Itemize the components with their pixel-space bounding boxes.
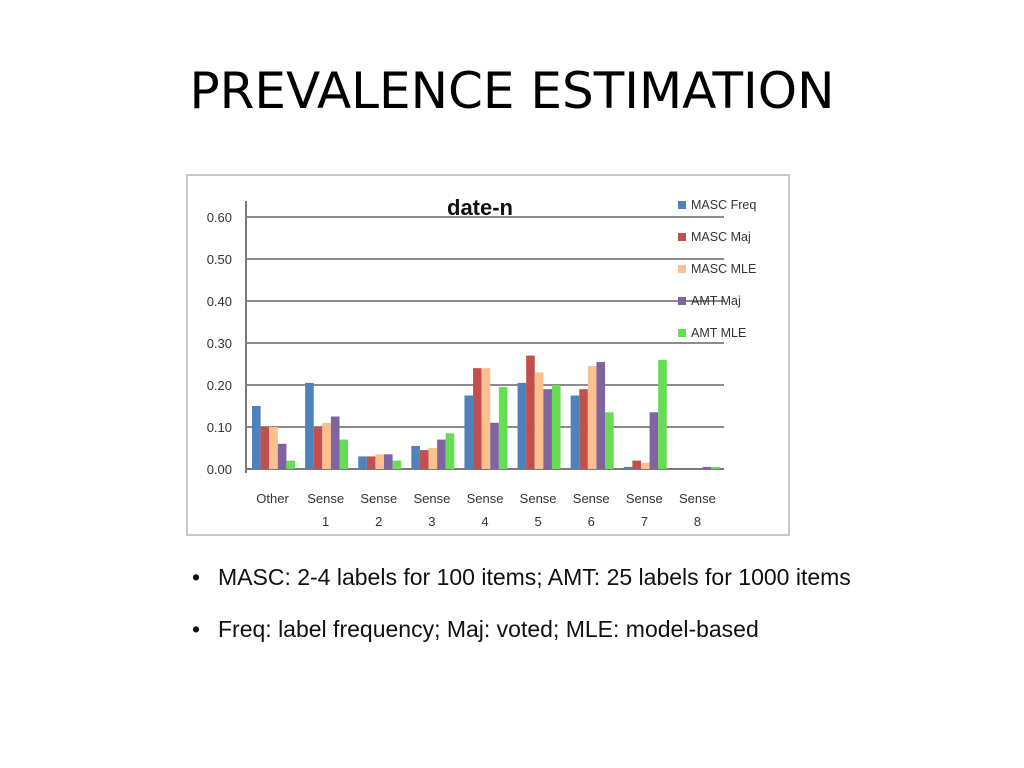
y-tick-label: 0.20 — [207, 378, 232, 393]
bar — [551, 385, 561, 469]
legend-label: MASC Freq — [691, 198, 756, 212]
bar — [313, 427, 323, 469]
y-tick-label: 0.00 — [207, 462, 232, 477]
legend-swatch — [678, 329, 686, 337]
bar — [305, 382, 314, 469]
legend-label: MASC MLE — [691, 262, 756, 276]
bar — [260, 427, 270, 469]
chart-container: 0.00 0.10 0.20 0.30 0.40 0.50 0.60 Other Sense 1 S… — [186, 174, 790, 536]
bar — [366, 456, 376, 469]
bar — [286, 460, 295, 469]
x-tick-label: Sense — [626, 491, 663, 506]
bar — [411, 445, 420, 469]
bar — [490, 422, 499, 469]
bar — [658, 359, 667, 469]
bar — [498, 387, 508, 469]
bullet-item: • MASC: 2-4 labels for 100 items; AMT: 2… — [190, 560, 1010, 594]
bar — [339, 439, 349, 469]
bar — [375, 454, 385, 469]
legend-label: AMT MLE — [691, 326, 746, 340]
legend-swatch — [678, 233, 686, 241]
bar — [269, 427, 278, 469]
x-tick-label: Sense — [520, 491, 557, 506]
x-tick-label: 8 — [694, 514, 701, 529]
y-tick-label: 0.60 — [207, 210, 232, 225]
x-tick-label: 6 — [588, 514, 595, 529]
bar-chart: 0.00 0.10 0.20 0.30 0.40 0.50 0.60 Other Sense 1 S… — [207, 195, 757, 529]
bar — [252, 406, 261, 469]
bar — [623, 466, 633, 469]
y-tick-label: 0.50 — [207, 252, 232, 267]
bar — [464, 395, 474, 469]
bar — [711, 466, 720, 469]
x-tick-label: Sense — [360, 491, 397, 506]
legend-swatch — [678, 201, 686, 209]
bullet-text: MASC: 2-4 labels for 100 items; AMT: 25 … — [218, 564, 851, 590]
bullet-dot: • — [192, 616, 201, 642]
legend-swatch — [678, 297, 686, 305]
x-tick-label: Sense — [573, 491, 610, 506]
bar — [437, 439, 446, 469]
bar — [596, 361, 606, 469]
bar — [428, 448, 438, 469]
legend-label: AMT Maj — [691, 294, 741, 308]
chart-title: date-n — [447, 195, 513, 220]
bar — [384, 454, 393, 469]
bar — [587, 366, 597, 469]
bar — [473, 368, 482, 469]
x-tick-label: Sense — [679, 491, 716, 506]
bar — [702, 466, 712, 469]
bar — [445, 433, 455, 469]
bar — [322, 422, 331, 469]
bar — [358, 456, 367, 469]
bullet-text: Freq: label frequency; Maj: voted; MLE: … — [218, 616, 759, 642]
x-tick-label: Other — [256, 491, 289, 506]
bar — [330, 416, 340, 469]
bar — [640, 462, 650, 469]
x-tick-label: Sense — [307, 491, 344, 506]
bar — [392, 460, 402, 469]
bar — [481, 368, 491, 469]
x-tick-label: 7 — [641, 514, 648, 529]
x-tick-label: 4 — [481, 514, 488, 529]
bar — [570, 395, 580, 469]
x-tick-label: 5 — [534, 514, 541, 529]
bar — [534, 372, 544, 469]
bar — [517, 382, 527, 469]
y-tick-label: 0.10 — [207, 420, 232, 435]
bar — [277, 443, 287, 469]
bar — [632, 460, 641, 469]
slide-title: PREVALENCE ESTIMATION — [189, 62, 835, 120]
bullet-list: • MASC: 2-4 labels for 100 items; AMT: 2… — [190, 560, 1010, 664]
legend-label: MASC Maj — [691, 230, 751, 244]
bar — [579, 389, 588, 469]
bar — [605, 412, 614, 469]
legend-swatch — [678, 265, 686, 273]
y-tick-label: 0.30 — [207, 336, 232, 351]
bar — [649, 412, 659, 469]
bullet-item: • Freq: label frequency; Maj: voted; MLE… — [190, 612, 1010, 646]
x-tick-label: Sense — [413, 491, 450, 506]
bar — [543, 389, 552, 469]
y-tick-label: 0.40 — [207, 294, 232, 309]
bar — [526, 355, 535, 469]
x-tick-label: 3 — [428, 514, 435, 529]
x-tick-label: 2 — [375, 514, 382, 529]
bar — [419, 450, 429, 469]
bullet-dot: • — [192, 564, 201, 590]
x-tick-label: Sense — [467, 491, 504, 506]
x-tick-label: 1 — [322, 514, 329, 529]
